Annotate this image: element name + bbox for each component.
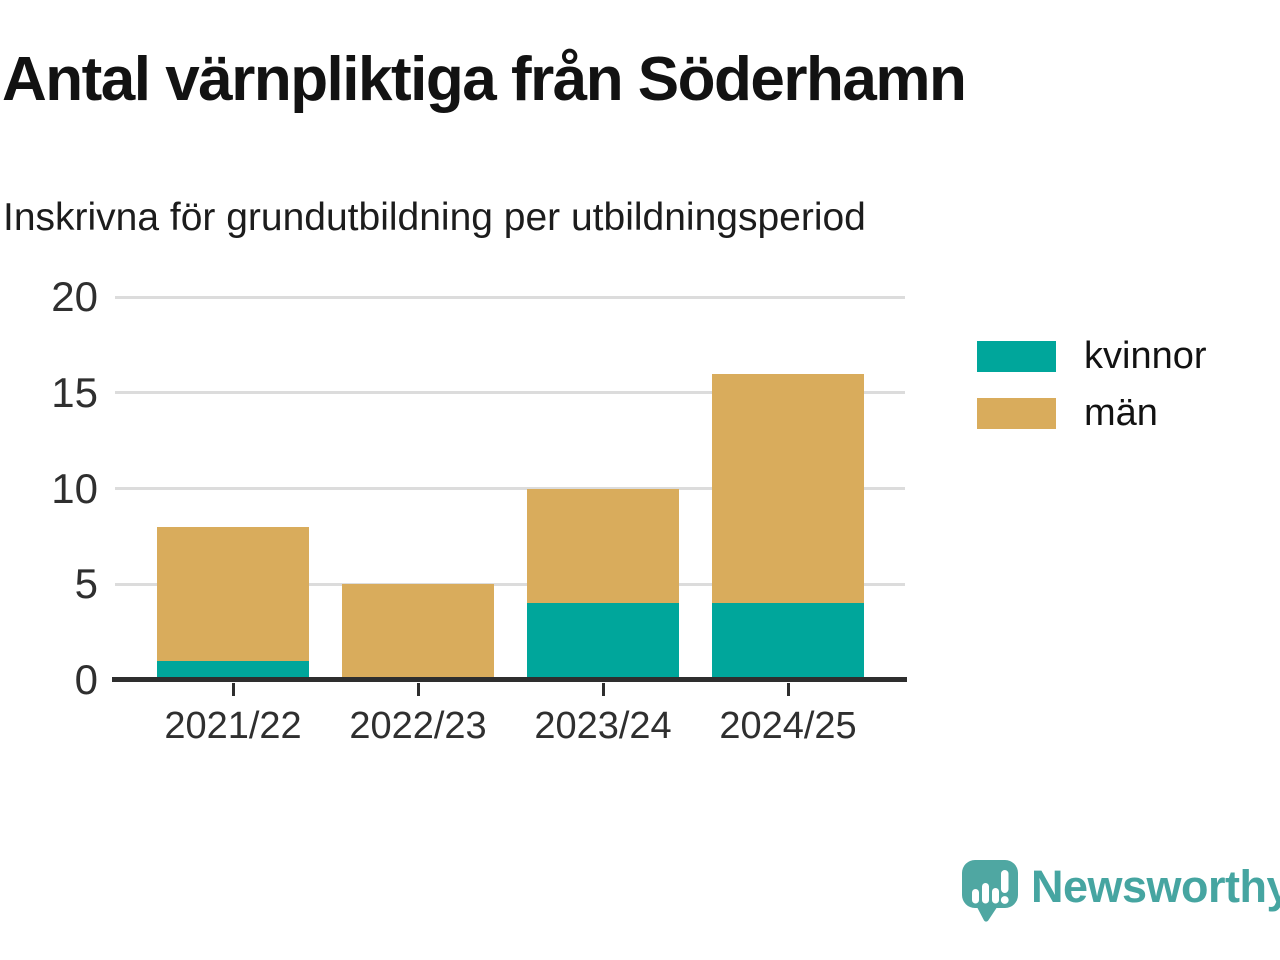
legend-swatch-kvinnor	[977, 341, 1056, 372]
bar-chart-plot-area: 0 5 10 15 20 2021/22 2022/23 2023/24 2024/25	[51, 276, 907, 747]
bar-segment-man-2022-23	[342, 584, 494, 680]
y-axis-tick-label: 15	[51, 368, 98, 416]
bar-segment-kvinnor-2024-25	[712, 603, 864, 680]
y-axis-tick-label: 5	[74, 560, 98, 608]
x-axis-tick-label: 2023/24	[534, 705, 672, 747]
bar-segment-man-2023-24	[527, 488, 679, 604]
legend-label-kvinnor: kvinnor	[1084, 335, 1207, 377]
x-axis-tick-label: 2024/25	[719, 705, 857, 747]
bar-segment-man-2021-22	[157, 526, 309, 661]
legend-label-man: män	[1084, 392, 1158, 434]
y-axis-tick-label: 10	[51, 464, 98, 512]
gridline-y5	[115, 582, 905, 586]
newsworthy-logo: Newsworthy	[961, 859, 1280, 923]
y-axis-tick-label: 0	[74, 656, 98, 703]
x-axis-tick	[786, 683, 790, 696]
legend-item-kvinnor: kvinnor	[977, 335, 1207, 377]
x-axis-line	[112, 677, 907, 682]
speech-bubble-bar-chart-icon	[962, 860, 1018, 922]
bar-segment-man-2024-25	[712, 373, 864, 604]
gridline-y20	[115, 295, 905, 299]
gridline-y15	[115, 391, 905, 395]
x-axis-tick	[601, 683, 605, 696]
x-axis-tick-label: 2022/23	[349, 705, 487, 747]
gridline-y10	[115, 487, 905, 490]
x-axis-tick	[231, 683, 235, 696]
legend-item-man: män	[977, 392, 1207, 434]
y-axis-tick-label: 20	[51, 273, 98, 320]
legend: kvinnor män	[977, 335, 1207, 455]
x-axis-tick-label: 2021/22	[164, 705, 302, 747]
chart-subtitle: Inskrivna för grundutbildning per utbild…	[3, 196, 866, 239]
x-axis-tick	[416, 683, 420, 696]
bar-segment-kvinnor-2023-24	[527, 603, 679, 680]
bar-segment-kvinnor-2021-22	[157, 660, 309, 680]
newsworthy-logo-text: Newsworthy	[1031, 861, 1280, 912]
legend-swatch-man	[977, 398, 1056, 429]
chart-title: Antal värnpliktiga från Söderhamn	[2, 45, 967, 114]
